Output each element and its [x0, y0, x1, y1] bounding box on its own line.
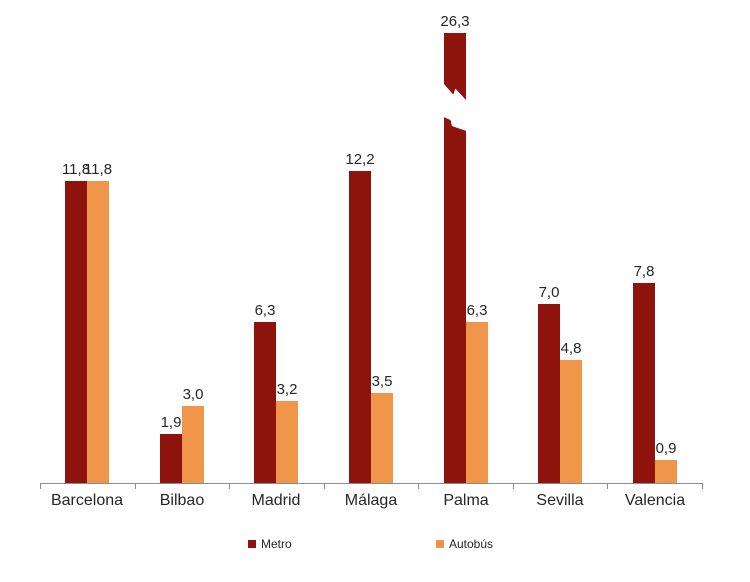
bar-metro-palma-upper-segment — [444, 33, 466, 100]
category-label-sevilla: Sevilla — [536, 492, 584, 509]
x-axis-tick — [418, 483, 419, 489]
bar-autobus-valencia — [655, 460, 677, 483]
value-label-metro-sevilla: 7,0 — [538, 284, 560, 301]
value-label-autobus-valencia: 0,9 — [655, 440, 677, 457]
bar-metro-palma-lower-segment — [444, 117, 466, 483]
value-label-autobus-bilbao: 3,0 — [182, 386, 204, 403]
value-label-autobus-palma: 6,3 — [466, 302, 488, 319]
value-label-metro-barcelona: 11,8 — [61, 161, 91, 178]
bar-metro-barcelona — [65, 181, 87, 483]
category-label-bilbao: Bilbao — [159, 492, 205, 509]
value-label-autobus-sevilla: 4,8 — [560, 340, 582, 357]
category-label-palma: Palma — [443, 492, 489, 509]
value-label-metro-madrid: 6,3 — [254, 302, 276, 319]
x-axis-line — [40, 483, 702, 484]
bar-autobus-sevilla — [560, 360, 582, 483]
x-axis-tick — [135, 483, 136, 489]
autobus-swatch-icon — [436, 540, 444, 548]
value-label-autobus-madrid: 3,2 — [276, 381, 298, 398]
bar-metro-sevilla — [538, 304, 560, 483]
legend-item-metro: Metro — [248, 536, 292, 552]
bar-metro-bilbao — [160, 434, 182, 483]
x-axis-tick — [324, 483, 325, 489]
bar-autobus-madrid — [276, 401, 298, 483]
chart-legend: Metro Autobús — [0, 536, 750, 552]
category-label-barcelona: Barcelona — [50, 492, 124, 509]
x-axis-tick — [702, 483, 703, 489]
x-axis-tick — [40, 483, 41, 489]
value-label-metro-palma: 26,3 — [440, 13, 470, 30]
value-label-metro-bilbao: 1,9 — [160, 414, 182, 431]
value-label-autobus-malaga: 3,5 — [371, 373, 393, 390]
value-label-metro-malaga: 12,2 — [345, 151, 375, 168]
x-axis-tick — [229, 483, 230, 489]
bar-metro-malaga — [349, 171, 371, 483]
legend-item-autobus: Autobús — [436, 536, 493, 552]
value-label-autobus-barcelona: 11,8 — [83, 161, 113, 178]
bar-autobus-bilbao — [182, 406, 204, 483]
bar-metro-valencia — [633, 283, 655, 483]
bar-autobus-palma — [466, 322, 488, 483]
category-label-malaga: Málaga — [344, 492, 398, 509]
bar-metro-madrid — [254, 322, 276, 483]
x-axis-tick — [513, 483, 514, 489]
legend-label-metro: Metro — [261, 537, 292, 551]
bar-autobus-barcelona — [87, 181, 109, 483]
bar-autobus-malaga — [371, 393, 393, 483]
legend-label-autobus: Autobús — [449, 537, 494, 551]
category-label-madrid: Madrid — [251, 492, 301, 509]
x-axis-tick — [607, 483, 608, 489]
metro-swatch-icon — [248, 540, 256, 548]
category-label-valencia: Valencia — [624, 492, 686, 509]
value-label-metro-valencia: 7,8 — [633, 263, 655, 280]
